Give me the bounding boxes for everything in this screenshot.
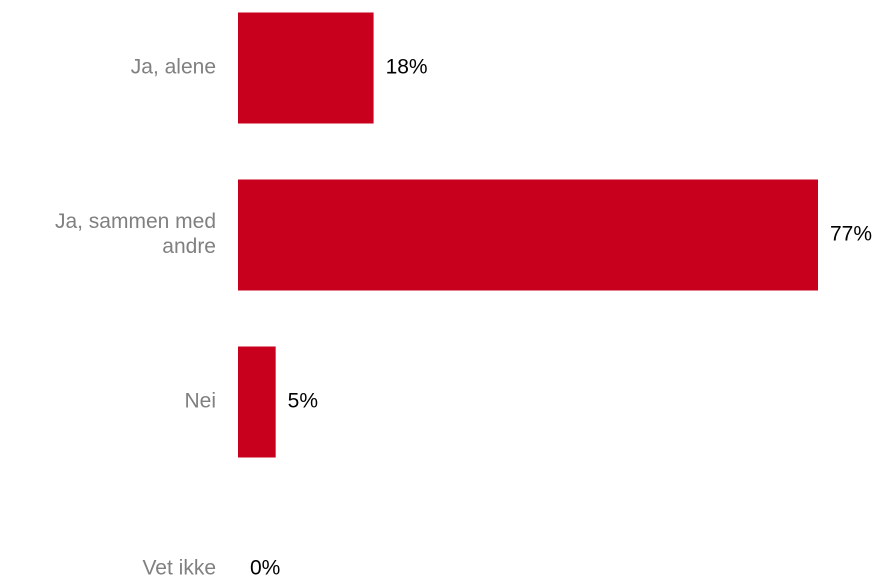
category-label-1: Ja, sammen med andre — [55, 210, 216, 258]
value-label-3: 0% — [250, 557, 280, 576]
value-label-0: 18% — [386, 56, 428, 79]
bar-0 — [238, 12, 374, 124]
category-label-3: Vet ikke — [142, 557, 216, 576]
bar-1 — [238, 179, 818, 291]
category-label-line: Ja, alene — [131, 56, 216, 79]
value-label-1: 77% — [830, 223, 872, 246]
category-label-line: Ja, sammen med — [55, 210, 216, 233]
category-label-2: Nei — [184, 390, 216, 413]
value-label-2: 5% — [288, 390, 318, 413]
category-label-0: Ja, alene — [131, 56, 216, 79]
category-label-line: Nei — [184, 390, 216, 413]
category-label-line: Vet ikke — [142, 557, 216, 576]
bar-2 — [238, 346, 276, 458]
category-label-line: andre — [162, 235, 216, 258]
